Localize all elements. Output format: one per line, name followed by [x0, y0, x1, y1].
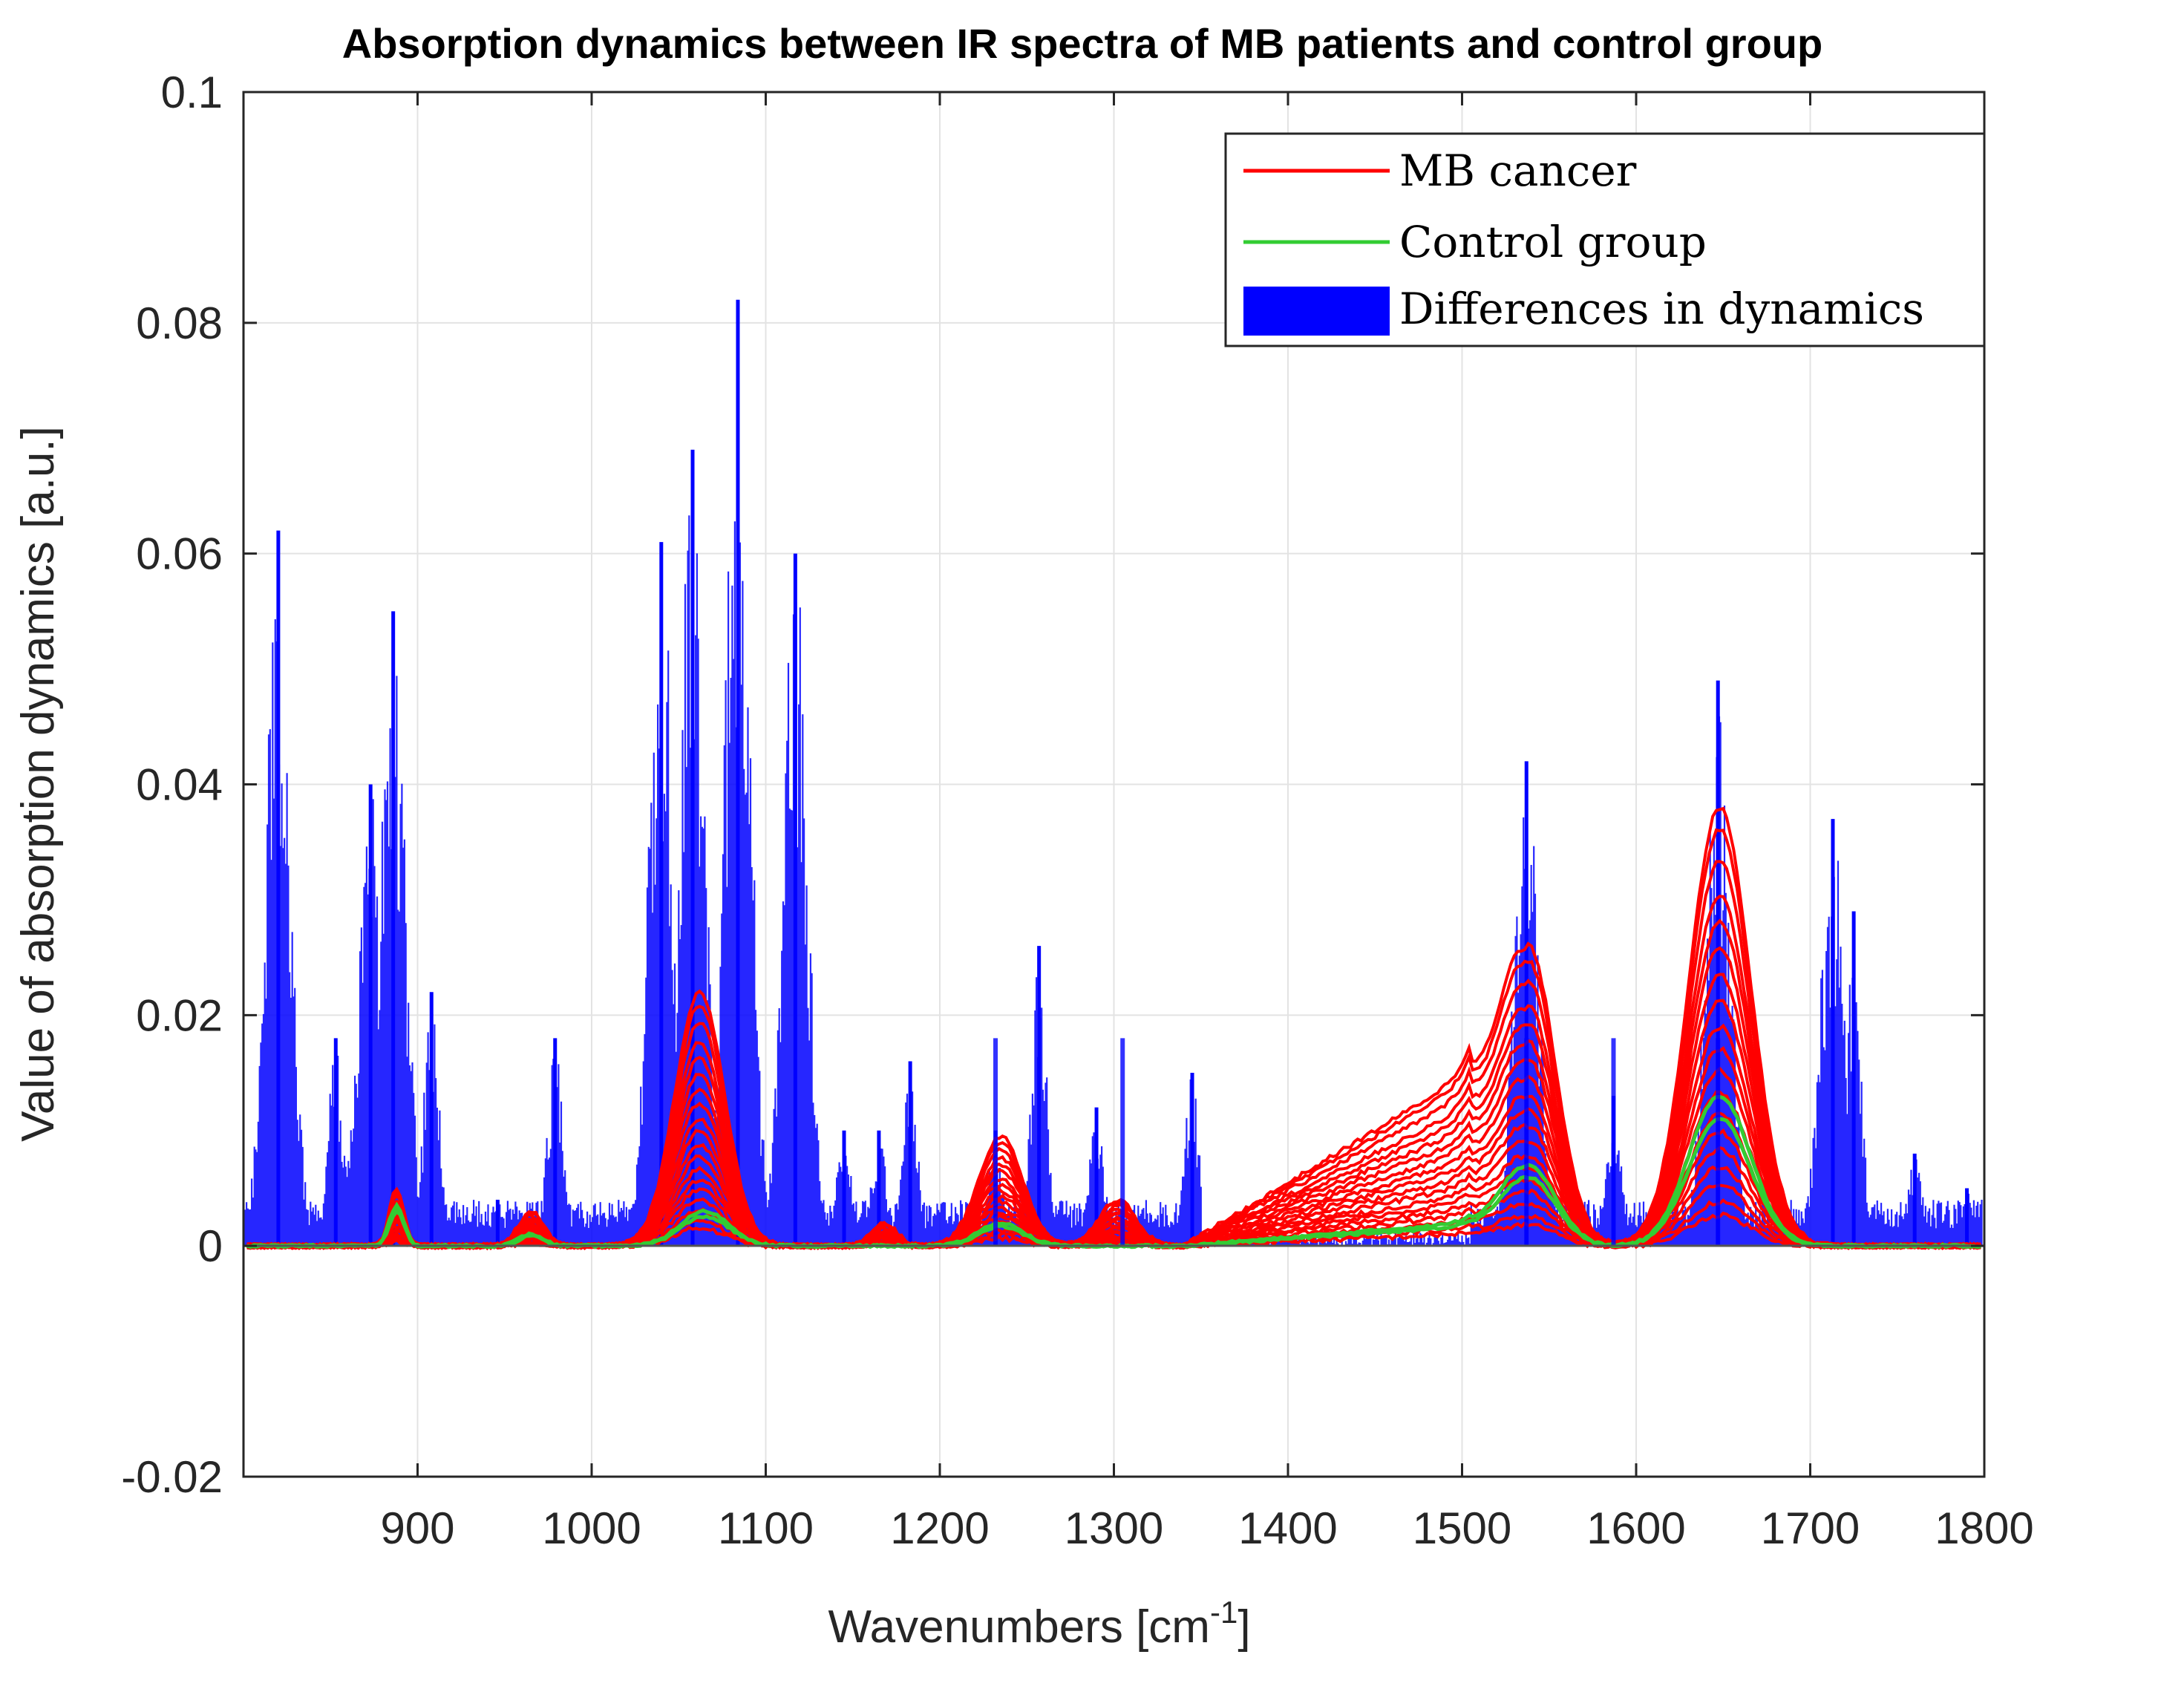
x-tick-label: 1100	[718, 1503, 814, 1553]
x-axis-label: Wavenumbers [cm-1]	[828, 1595, 1250, 1653]
legend: MB cancer Control group Differences in d…	[1224, 132, 1986, 347]
x-axis-label-end: ]	[1238, 1601, 1250, 1653]
x-tick-label: 1500	[1413, 1503, 1511, 1553]
x-tick-label: 1000	[542, 1503, 641, 1553]
legend-label-mb-cancer: MB cancer	[1399, 146, 1637, 196]
mb-cancer-line	[246, 1066, 1981, 1251]
chart-title: Absorption dynamics between IR spectra o…	[342, 20, 1822, 67]
x-tick-label: 900	[380, 1503, 454, 1553]
x-tick-label: 1200	[890, 1503, 989, 1553]
y-tick-label: 0	[198, 1221, 223, 1271]
legend-label-differences: Differences in dynamics	[1399, 284, 1924, 334]
legend-swatch-differences	[1243, 287, 1390, 336]
y-tick-label: 0.08	[136, 298, 223, 348]
legend-label-control-group: Control group	[1399, 217, 1707, 267]
x-tick-label: 1700	[1761, 1503, 1860, 1553]
x-tick-label: 1600	[1586, 1503, 1685, 1553]
mb-cancer-line	[246, 1198, 1982, 1251]
ticks	[243, 91, 1986, 1478]
x-tick-label: 1300	[1065, 1503, 1163, 1553]
mb-cancer-line	[246, 860, 1981, 1250]
x-tick-label: 1400	[1238, 1503, 1337, 1553]
tick-labels: 900 1000 1100 1200 1300 1400 1500 1600 1700 1800 -…	[121, 68, 2034, 1553]
y-tick-label: 0.1	[161, 68, 223, 117]
x-tick-label: 1800	[1935, 1503, 2033, 1553]
y-tick-label: 0.06	[136, 529, 223, 579]
mb-cancer-line	[246, 1211, 1981, 1250]
x-axis-label-superscript: -1	[1210, 1595, 1238, 1630]
series-layer	[244, 299, 1983, 1251]
y-tick-label: 0.04	[136, 760, 223, 810]
y-tick-label: 0.02	[136, 990, 223, 1040]
x-axis-label-main: Wavenumbers [cm	[828, 1601, 1210, 1653]
y-axis-label: Value of absorption dynamics [a.u.]	[13, 426, 64, 1142]
y-tick-label: -0.02	[121, 1452, 223, 1502]
